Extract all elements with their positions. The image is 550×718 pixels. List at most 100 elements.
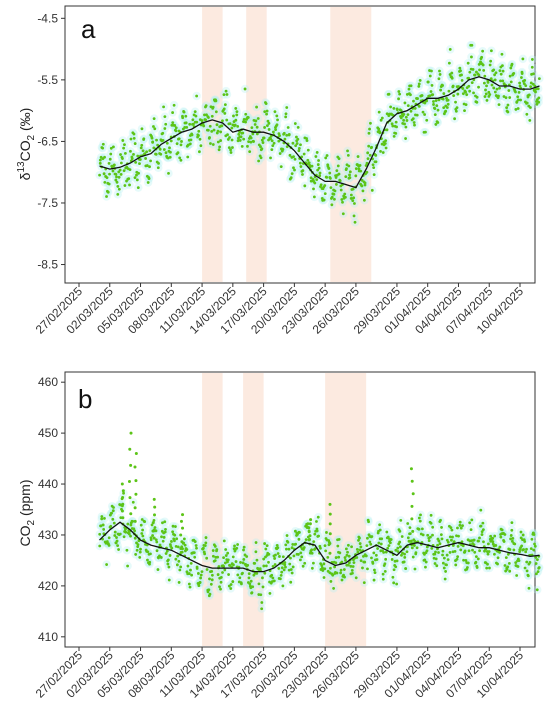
data-point	[152, 497, 156, 501]
data-point	[415, 113, 419, 117]
data-point	[159, 152, 163, 156]
data-point	[468, 70, 472, 74]
data-point	[426, 533, 430, 537]
data-point	[216, 140, 220, 144]
data-point	[461, 524, 464, 528]
data-point	[343, 575, 346, 579]
data-point	[221, 571, 224, 574]
data-point	[525, 569, 529, 573]
data-point	[537, 100, 541, 104]
data-point	[263, 110, 267, 114]
data-point	[107, 536, 111, 540]
data-point	[133, 536, 137, 540]
data-point	[505, 567, 509, 571]
data-point	[176, 554, 180, 558]
data-point	[152, 519, 156, 522]
data-point	[245, 555, 249, 558]
data-point	[305, 137, 308, 140]
data-point	[460, 540, 464, 544]
data-point	[103, 155, 106, 159]
data-point	[495, 87, 499, 91]
data-point	[169, 139, 173, 143]
data-point	[229, 148, 232, 152]
data-point	[145, 150, 149, 154]
data-point	[229, 587, 233, 590]
data-point	[313, 532, 317, 536]
data-point	[206, 128, 210, 132]
data-point	[166, 558, 170, 562]
data-point	[138, 550, 142, 554]
data-point	[128, 447, 132, 451]
data-point	[139, 523, 143, 527]
data-point	[418, 519, 422, 523]
data-point	[518, 81, 522, 85]
data-point	[182, 110, 186, 114]
data-point	[486, 562, 489, 566]
data-point	[451, 84, 455, 88]
data-point	[345, 553, 349, 557]
data-point	[381, 151, 385, 154]
data-point	[316, 515, 320, 519]
data-point	[190, 573, 194, 577]
data-point	[535, 102, 539, 106]
data-point	[453, 117, 457, 121]
data-point	[299, 143, 302, 147]
data-point	[98, 173, 101, 177]
data-point	[279, 165, 283, 169]
data-point	[224, 548, 228, 551]
data-point	[236, 543, 240, 546]
data-point	[488, 93, 492, 96]
data-point	[409, 109, 413, 113]
data-point	[404, 125, 408, 129]
data-point	[514, 108, 518, 111]
data-point	[275, 114, 279, 118]
data-point	[349, 197, 353, 200]
data-point	[222, 564, 226, 568]
data-point	[537, 77, 541, 80]
data-point	[235, 113, 239, 117]
data-point	[535, 588, 539, 592]
data-point	[340, 198, 344, 201]
data-point	[395, 582, 399, 586]
data-point	[454, 563, 458, 567]
data-point	[262, 136, 266, 140]
data-point	[456, 92, 460, 96]
data-point	[140, 518, 144, 521]
data-point	[123, 151, 127, 155]
data-point	[222, 539, 226, 543]
data-point	[180, 140, 183, 143]
data-point	[234, 560, 238, 563]
data-point	[176, 151, 180, 155]
data-point	[399, 518, 403, 522]
data-point	[484, 88, 487, 92]
data-point	[260, 138, 264, 142]
data-point	[323, 567, 327, 571]
data-point	[454, 100, 457, 104]
data-point	[521, 57, 525, 61]
data-point	[108, 157, 112, 161]
data-point	[322, 198, 326, 202]
data-point	[321, 569, 325, 572]
data-point	[391, 575, 395, 579]
data-point	[179, 533, 183, 537]
data-point	[115, 536, 118, 539]
data-point	[499, 72, 503, 76]
data-point	[477, 73, 481, 77]
data-point	[517, 559, 521, 563]
data-point	[116, 185, 120, 188]
data-point	[120, 482, 124, 486]
data-point	[325, 154, 329, 157]
data-point	[112, 521, 116, 525]
data-point	[317, 534, 320, 538]
data-point	[474, 560, 478, 564]
data-point	[415, 546, 419, 550]
shaded-periods-b	[202, 373, 367, 646]
shaded-period	[246, 7, 267, 282]
data-point	[127, 177, 131, 181]
data-point	[141, 149, 145, 153]
data-point	[163, 127, 167, 130]
data-point	[384, 550, 388, 554]
data-point	[281, 148, 285, 151]
data-point	[307, 161, 311, 165]
data-point	[148, 560, 152, 564]
